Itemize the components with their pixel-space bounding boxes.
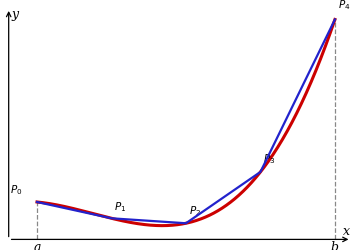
Text: x: x	[343, 226, 350, 238]
Text: y: y	[12, 8, 19, 21]
Text: $P_0$: $P_0$	[10, 184, 23, 197]
Text: $P_3$: $P_3$	[264, 152, 276, 166]
Text: $P_4$: $P_4$	[338, 0, 350, 12]
Text: $P_1$: $P_1$	[114, 200, 127, 213]
Text: b: b	[331, 241, 339, 250]
Text: a: a	[33, 241, 41, 250]
Text: $P_2$: $P_2$	[189, 205, 201, 218]
